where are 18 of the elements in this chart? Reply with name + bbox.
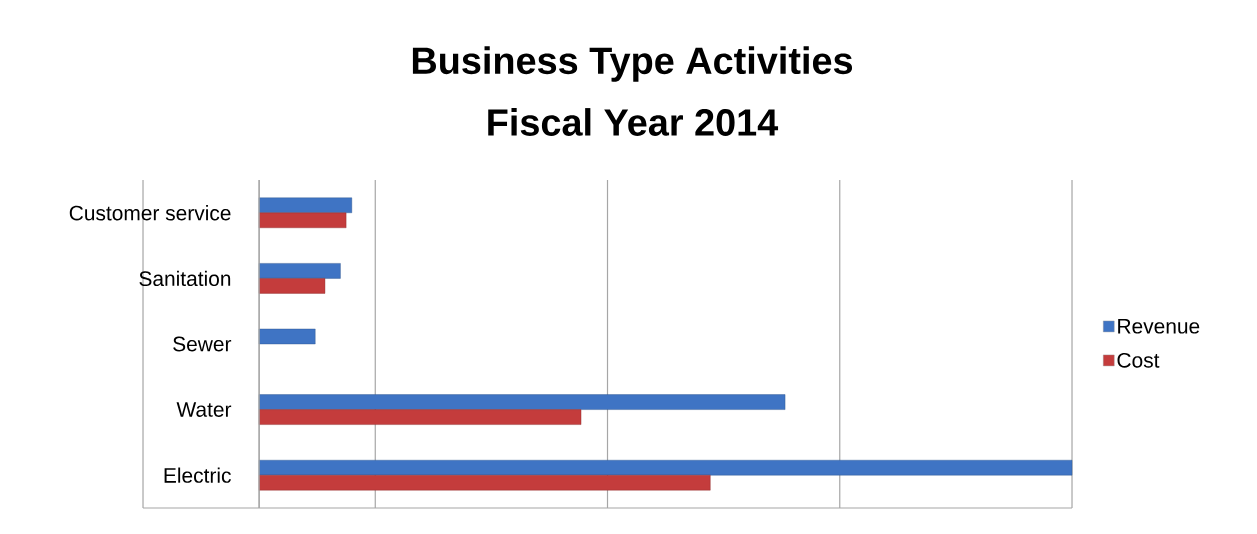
bar	[258, 409, 582, 425]
y-tick-label: Sewer	[173, 336, 232, 352]
bar	[258, 278, 326, 294]
bar	[258, 197, 352, 213]
y-tick-label: Electric	[164, 467, 231, 483]
bar	[258, 459, 1073, 476]
y-tick-label: Sanitation	[139, 270, 231, 287]
y-tick-label: Water	[176, 402, 232, 417]
bar	[258, 394, 786, 410]
bar	[258, 212, 347, 228]
bar	[258, 474, 711, 491]
chart-title: Business Type Activities	[412, 46, 853, 82]
legend-label: Cost	[1117, 352, 1160, 368]
bar	[258, 328, 316, 345]
bar	[258, 263, 341, 279]
legend-label: Revenue	[1118, 319, 1200, 334]
y-tick-label: Customer service	[69, 205, 231, 221]
chart-subtitle: Fiscal Year 2014	[488, 108, 779, 136]
